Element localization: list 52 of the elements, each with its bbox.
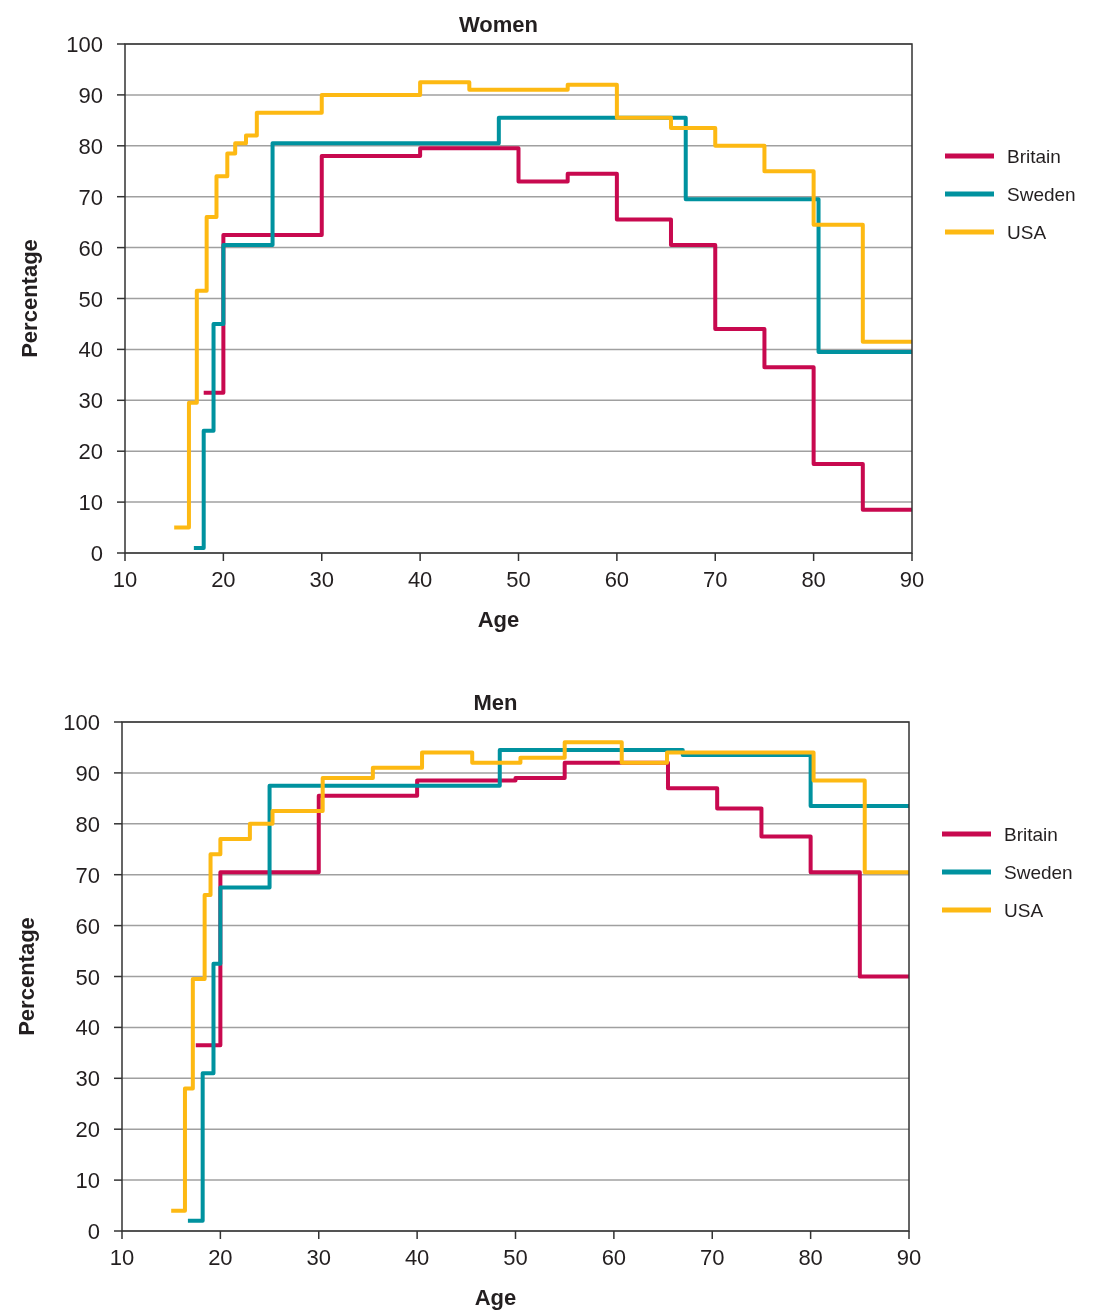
y-tick-label: 0	[90, 541, 103, 566]
legend-label: Britain	[1007, 146, 1061, 167]
legend-label: Sweden	[1004, 862, 1073, 883]
x-tick-label: 40	[407, 567, 433, 592]
y-tick-label: 30	[78, 388, 103, 414]
x-tick-label: 50	[506, 567, 531, 592]
y-tick-label: 90	[75, 760, 100, 786]
chart-title: Women	[458, 12, 539, 37]
x-tick-label: 40	[404, 1245, 430, 1270]
y-tick-label: 20	[75, 1117, 100, 1143]
y-tick-label: 0	[87, 1219, 100, 1244]
y-tick-label: 100	[66, 32, 103, 57]
x-tick-label: 50	[503, 1245, 528, 1270]
x-tick-label: 70	[703, 567, 728, 592]
y-tick-label: 50	[75, 964, 100, 990]
y-tick-label: 30	[75, 1066, 100, 1092]
legend-label: Britain	[1004, 824, 1058, 845]
y-tick-label: 10	[78, 490, 103, 516]
legend-label: USA	[1004, 900, 1044, 921]
x-tick-label: 80	[798, 1245, 823, 1270]
x-tick-label: 60	[604, 567, 630, 592]
x-tick-label: 90	[896, 1245, 922, 1270]
y-axis-title: Percentage	[17, 239, 42, 358]
x-tick-label: 20	[211, 567, 236, 592]
y-tick-label: 20	[78, 439, 103, 465]
y-tick-label: 10	[75, 1168, 100, 1194]
y-tick-label: 60	[78, 235, 103, 261]
x-axis-title: Age	[474, 1285, 517, 1310]
chart-title: Men	[473, 690, 518, 715]
x-tick-label: 60	[601, 1245, 627, 1270]
y-tick-label: 70	[75, 862, 100, 888]
x-tick-label: 80	[801, 567, 826, 592]
y-tick-label: 40	[75, 1015, 100, 1041]
y-tick-label: 100	[63, 710, 100, 735]
y-tick-label: 70	[78, 184, 103, 210]
x-tick-label: 10	[112, 567, 138, 592]
x-tick-label: 70	[700, 1245, 725, 1270]
x-tick-label: 90	[899, 567, 925, 592]
y-tick-label: 40	[78, 337, 103, 363]
y-tick-label: 90	[78, 82, 103, 108]
legend-label: USA	[1007, 222, 1047, 243]
y-axis-title: Percentage	[14, 917, 39, 1036]
y-tick-label: 60	[75, 913, 100, 939]
x-tick-label: 10	[109, 1245, 135, 1270]
y-tick-label: 80	[78, 133, 103, 159]
x-axis-title: Age	[477, 607, 520, 632]
y-tick-label: 80	[75, 811, 100, 837]
y-tick-label: 50	[78, 286, 103, 312]
x-tick-label: 30	[309, 567, 334, 592]
legend-label: Sweden	[1007, 184, 1076, 205]
x-tick-label: 30	[306, 1245, 331, 1270]
x-tick-label: 20	[208, 1245, 233, 1270]
